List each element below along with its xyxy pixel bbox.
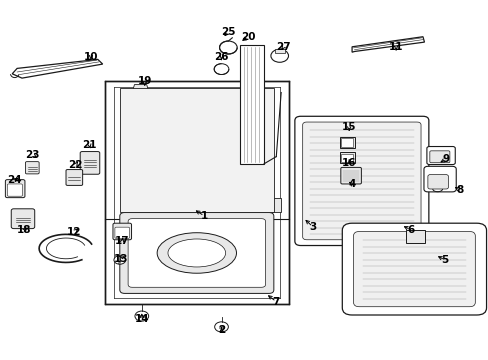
Bar bbox=[405, 230, 425, 243]
Polygon shape bbox=[351, 37, 424, 52]
FancyBboxPatch shape bbox=[80, 152, 100, 174]
Ellipse shape bbox=[168, 239, 225, 267]
FancyBboxPatch shape bbox=[302, 122, 420, 240]
Text: 23: 23 bbox=[25, 150, 40, 160]
Text: 25: 25 bbox=[221, 27, 235, 37]
FancyBboxPatch shape bbox=[66, 170, 82, 185]
Polygon shape bbox=[132, 85, 149, 93]
Bar bbox=[341, 138, 352, 147]
Circle shape bbox=[114, 256, 125, 264]
FancyBboxPatch shape bbox=[5, 180, 25, 198]
FancyBboxPatch shape bbox=[11, 209, 35, 229]
Text: 20: 20 bbox=[241, 32, 255, 42]
Text: 5: 5 bbox=[441, 255, 447, 265]
Polygon shape bbox=[12, 59, 102, 78]
Text: 13: 13 bbox=[114, 254, 128, 264]
Text: 1: 1 bbox=[201, 211, 207, 221]
Text: 11: 11 bbox=[388, 42, 403, 52]
Circle shape bbox=[135, 311, 148, 321]
Text: 24: 24 bbox=[7, 175, 22, 185]
Bar bbox=[341, 154, 352, 162]
Bar bbox=[239, 45, 264, 164]
Bar bbox=[266, 198, 281, 212]
FancyBboxPatch shape bbox=[426, 147, 454, 165]
FancyBboxPatch shape bbox=[128, 219, 265, 287]
FancyBboxPatch shape bbox=[294, 116, 428, 246]
Text: 8: 8 bbox=[455, 185, 462, 195]
Bar bbox=[339, 152, 354, 163]
Text: 17: 17 bbox=[115, 236, 129, 246]
FancyBboxPatch shape bbox=[113, 223, 131, 240]
Text: 26: 26 bbox=[214, 52, 228, 62]
Text: 21: 21 bbox=[82, 140, 97, 150]
Bar bbox=[339, 137, 354, 148]
Text: 10: 10 bbox=[83, 51, 98, 62]
Bar bbox=[120, 88, 273, 212]
Text: 9: 9 bbox=[442, 154, 449, 164]
Circle shape bbox=[270, 49, 288, 62]
FancyBboxPatch shape bbox=[25, 162, 39, 174]
FancyBboxPatch shape bbox=[7, 184, 22, 196]
Text: 27: 27 bbox=[276, 42, 290, 52]
Text: 16: 16 bbox=[341, 158, 356, 168]
Text: 3: 3 bbox=[309, 222, 316, 232]
FancyBboxPatch shape bbox=[423, 166, 455, 192]
Text: 15: 15 bbox=[341, 122, 356, 132]
FancyBboxPatch shape bbox=[342, 223, 486, 315]
Ellipse shape bbox=[157, 233, 236, 273]
Text: 6: 6 bbox=[407, 225, 413, 235]
Text: 7: 7 bbox=[272, 297, 280, 307]
Text: 2: 2 bbox=[218, 325, 224, 336]
Circle shape bbox=[214, 322, 228, 332]
Bar bbox=[274, 49, 284, 53]
Text: 12: 12 bbox=[67, 227, 81, 237]
Text: 14: 14 bbox=[134, 314, 149, 324]
Bar bbox=[105, 81, 288, 304]
Text: 22: 22 bbox=[68, 159, 83, 170]
FancyBboxPatch shape bbox=[340, 167, 361, 184]
FancyBboxPatch shape bbox=[427, 175, 447, 189]
Circle shape bbox=[219, 41, 237, 54]
FancyBboxPatch shape bbox=[120, 212, 273, 293]
Circle shape bbox=[214, 64, 228, 75]
FancyBboxPatch shape bbox=[353, 231, 474, 307]
Text: 18: 18 bbox=[17, 225, 32, 235]
Text: 4: 4 bbox=[347, 179, 355, 189]
FancyBboxPatch shape bbox=[115, 227, 129, 238]
FancyBboxPatch shape bbox=[429, 151, 449, 163]
Text: 19: 19 bbox=[137, 76, 152, 86]
